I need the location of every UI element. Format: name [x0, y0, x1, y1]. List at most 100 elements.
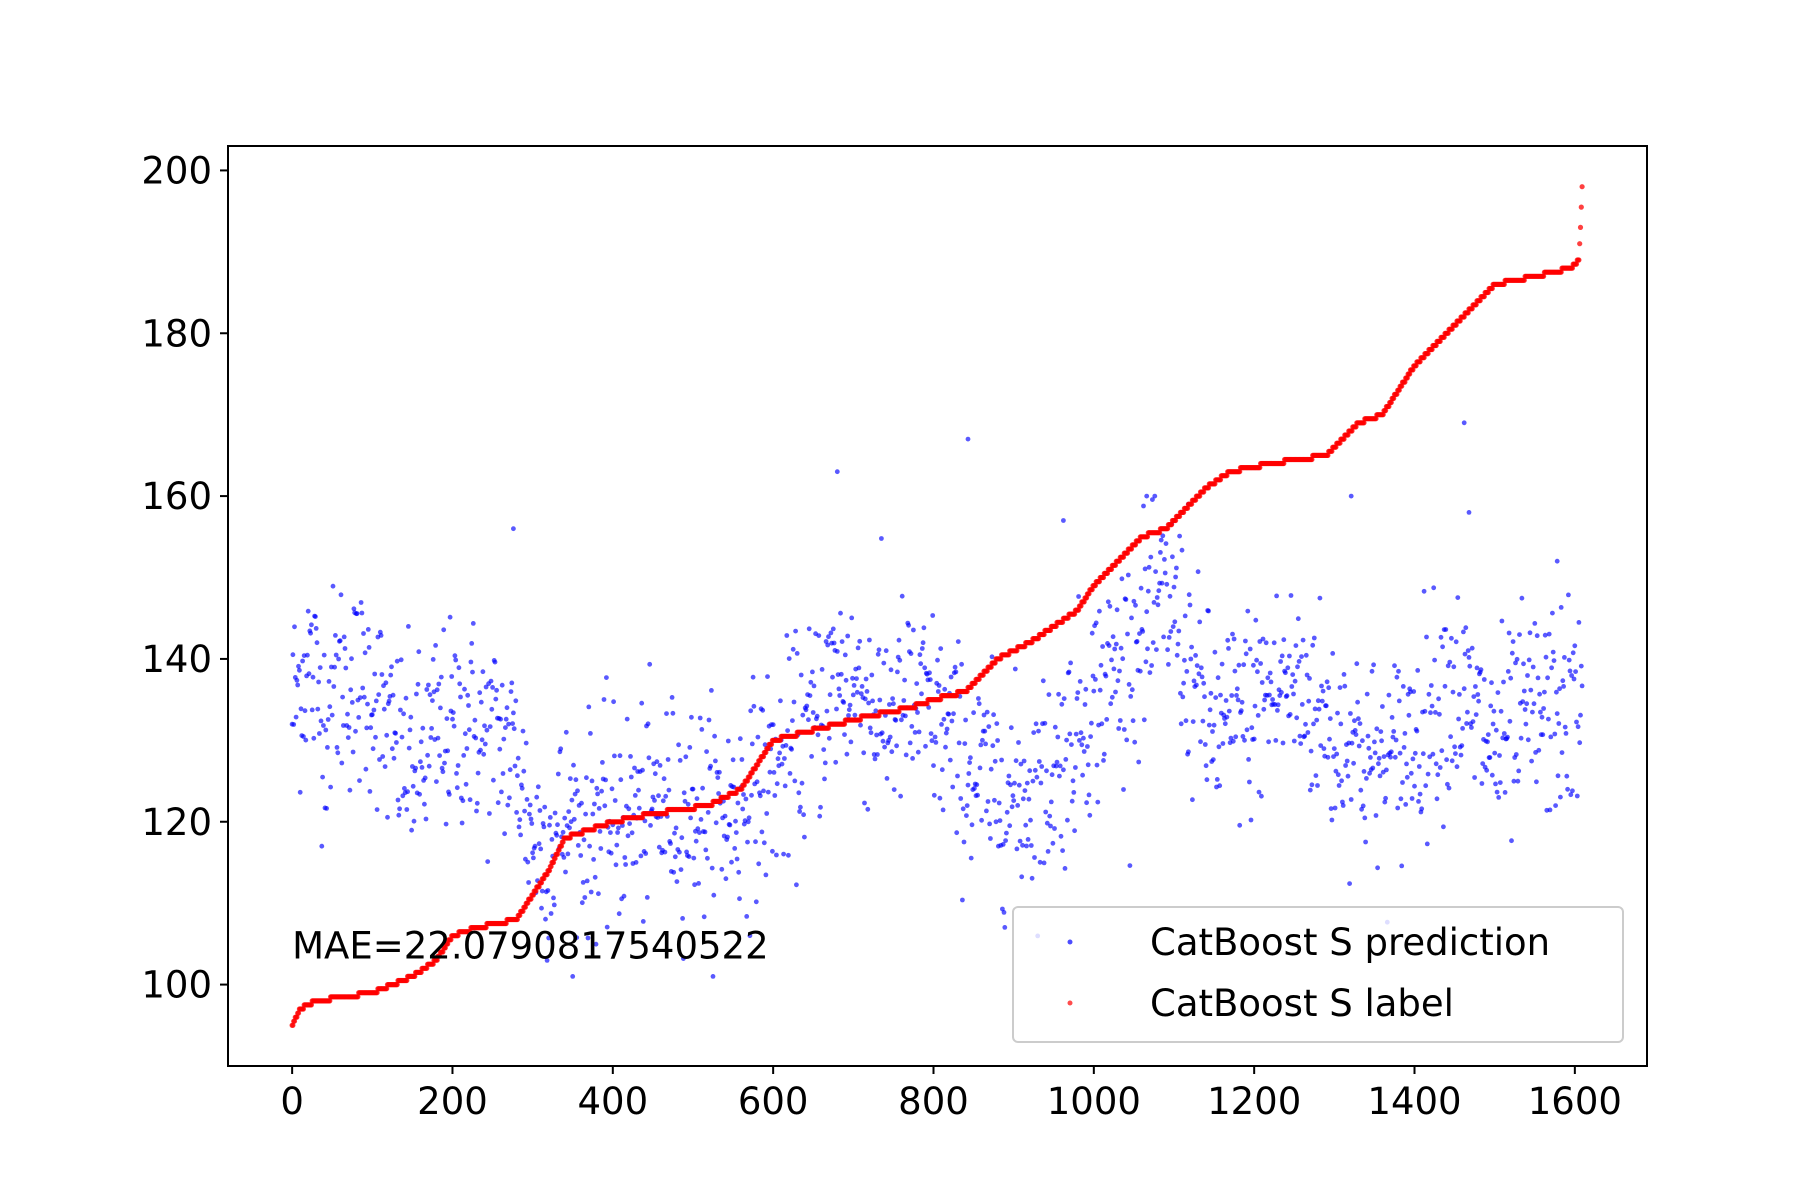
prediction-point	[882, 744, 887, 750]
prediction-point	[1172, 619, 1178, 625]
prediction-point	[1488, 703, 1494, 709]
prediction-point	[712, 733, 717, 739]
prediction-point	[538, 846, 544, 852]
prediction-point	[1348, 797, 1354, 802]
prediction-point	[1211, 722, 1217, 728]
prediction-point	[1392, 663, 1397, 669]
prediction-point	[1062, 866, 1068, 871]
prediction-point	[884, 776, 890, 781]
prediction-point	[1378, 729, 1384, 734]
prediction-point	[1032, 767, 1038, 773]
prediction-point	[520, 728, 526, 734]
prediction-point	[1423, 783, 1429, 789]
prediction-point	[906, 622, 911, 628]
prediction-point	[603, 777, 608, 783]
prediction-point	[1267, 670, 1273, 676]
prediction-point	[1231, 636, 1237, 642]
prediction-point	[1275, 708, 1280, 713]
prediction-point	[802, 834, 807, 840]
label-point	[1361, 420, 1367, 426]
prediction-point	[310, 674, 316, 680]
prediction-point	[848, 739, 854, 745]
prediction-point	[302, 708, 308, 714]
prediction-point	[298, 706, 304, 712]
prediction-point	[953, 669, 959, 675]
prediction-point	[809, 754, 814, 759]
prediction-point	[1445, 781, 1450, 787]
prediction-point	[1098, 662, 1104, 668]
prediction-point	[1164, 581, 1170, 587]
prediction-point	[1300, 637, 1306, 643]
prediction-point	[1145, 588, 1151, 594]
prediction-point	[560, 829, 566, 835]
prediction-point	[632, 765, 637, 771]
label-point	[1449, 326, 1455, 332]
prediction-point	[569, 797, 575, 803]
prediction-point	[521, 768, 527, 774]
label-point	[533, 888, 539, 894]
prediction-point	[1088, 734, 1093, 739]
prediction-point	[986, 724, 992, 729]
prediction-point	[1371, 662, 1376, 668]
prediction-point	[1089, 720, 1094, 726]
prediction-point	[1334, 751, 1340, 757]
prediction-point	[1217, 783, 1223, 789]
prediction-point	[854, 676, 859, 681]
prediction-point	[1546, 716, 1551, 722]
prediction-point	[810, 710, 816, 715]
prediction-point	[590, 811, 596, 817]
label-point	[544, 872, 550, 878]
prediction-point	[1328, 806, 1334, 811]
prediction-point	[324, 806, 329, 811]
prediction-point	[677, 849, 682, 855]
prediction-point	[1056, 691, 1061, 697]
prediction-point	[1437, 765, 1443, 770]
prediction-point	[523, 740, 529, 746]
prediction-point	[1252, 703, 1258, 709]
prediction-point	[1335, 710, 1340, 716]
prediction-point	[532, 843, 538, 849]
prediction-point	[756, 861, 762, 867]
prediction-point	[963, 717, 968, 723]
prediction-point	[601, 697, 607, 702]
prediction-point	[1200, 718, 1206, 724]
prediction-point	[1268, 679, 1274, 685]
prediction-point	[386, 698, 392, 704]
prediction-point	[824, 708, 830, 714]
prediction-point	[492, 659, 498, 665]
prediction-point	[291, 722, 297, 727]
prediction-point	[779, 761, 785, 767]
prediction-point	[444, 716, 450, 721]
label-point	[1157, 530, 1163, 536]
label-point	[467, 929, 473, 935]
prediction-point	[390, 692, 396, 698]
prediction-point	[1396, 698, 1402, 704]
prediction-point	[921, 625, 927, 631]
prediction-point	[1307, 676, 1312, 681]
prediction-point	[541, 824, 547, 830]
prediction-point	[297, 789, 303, 795]
prediction-point	[1538, 709, 1543, 715]
prediction-point	[482, 741, 488, 747]
prediction-point	[478, 747, 483, 753]
prediction-point	[1564, 773, 1570, 779]
prediction-point	[798, 672, 804, 678]
label-point	[1128, 546, 1135, 552]
prediction-point	[1379, 738, 1384, 744]
prediction-point	[1048, 799, 1054, 805]
label-point	[760, 754, 767, 760]
prediction-point	[1318, 743, 1324, 748]
prediction-point	[1349, 740, 1355, 746]
prediction-point	[1186, 592, 1192, 598]
prediction-point	[861, 750, 867, 756]
prediction-point	[622, 855, 628, 860]
prediction-point	[1578, 663, 1584, 669]
label-point	[536, 884, 542, 890]
label-point	[777, 737, 784, 743]
label-point	[394, 982, 400, 988]
prediction-point	[609, 786, 615, 792]
prediction-point	[1295, 616, 1301, 622]
prediction-point	[384, 732, 390, 738]
prediction-point	[992, 797, 997, 803]
prediction-point	[1342, 683, 1348, 689]
